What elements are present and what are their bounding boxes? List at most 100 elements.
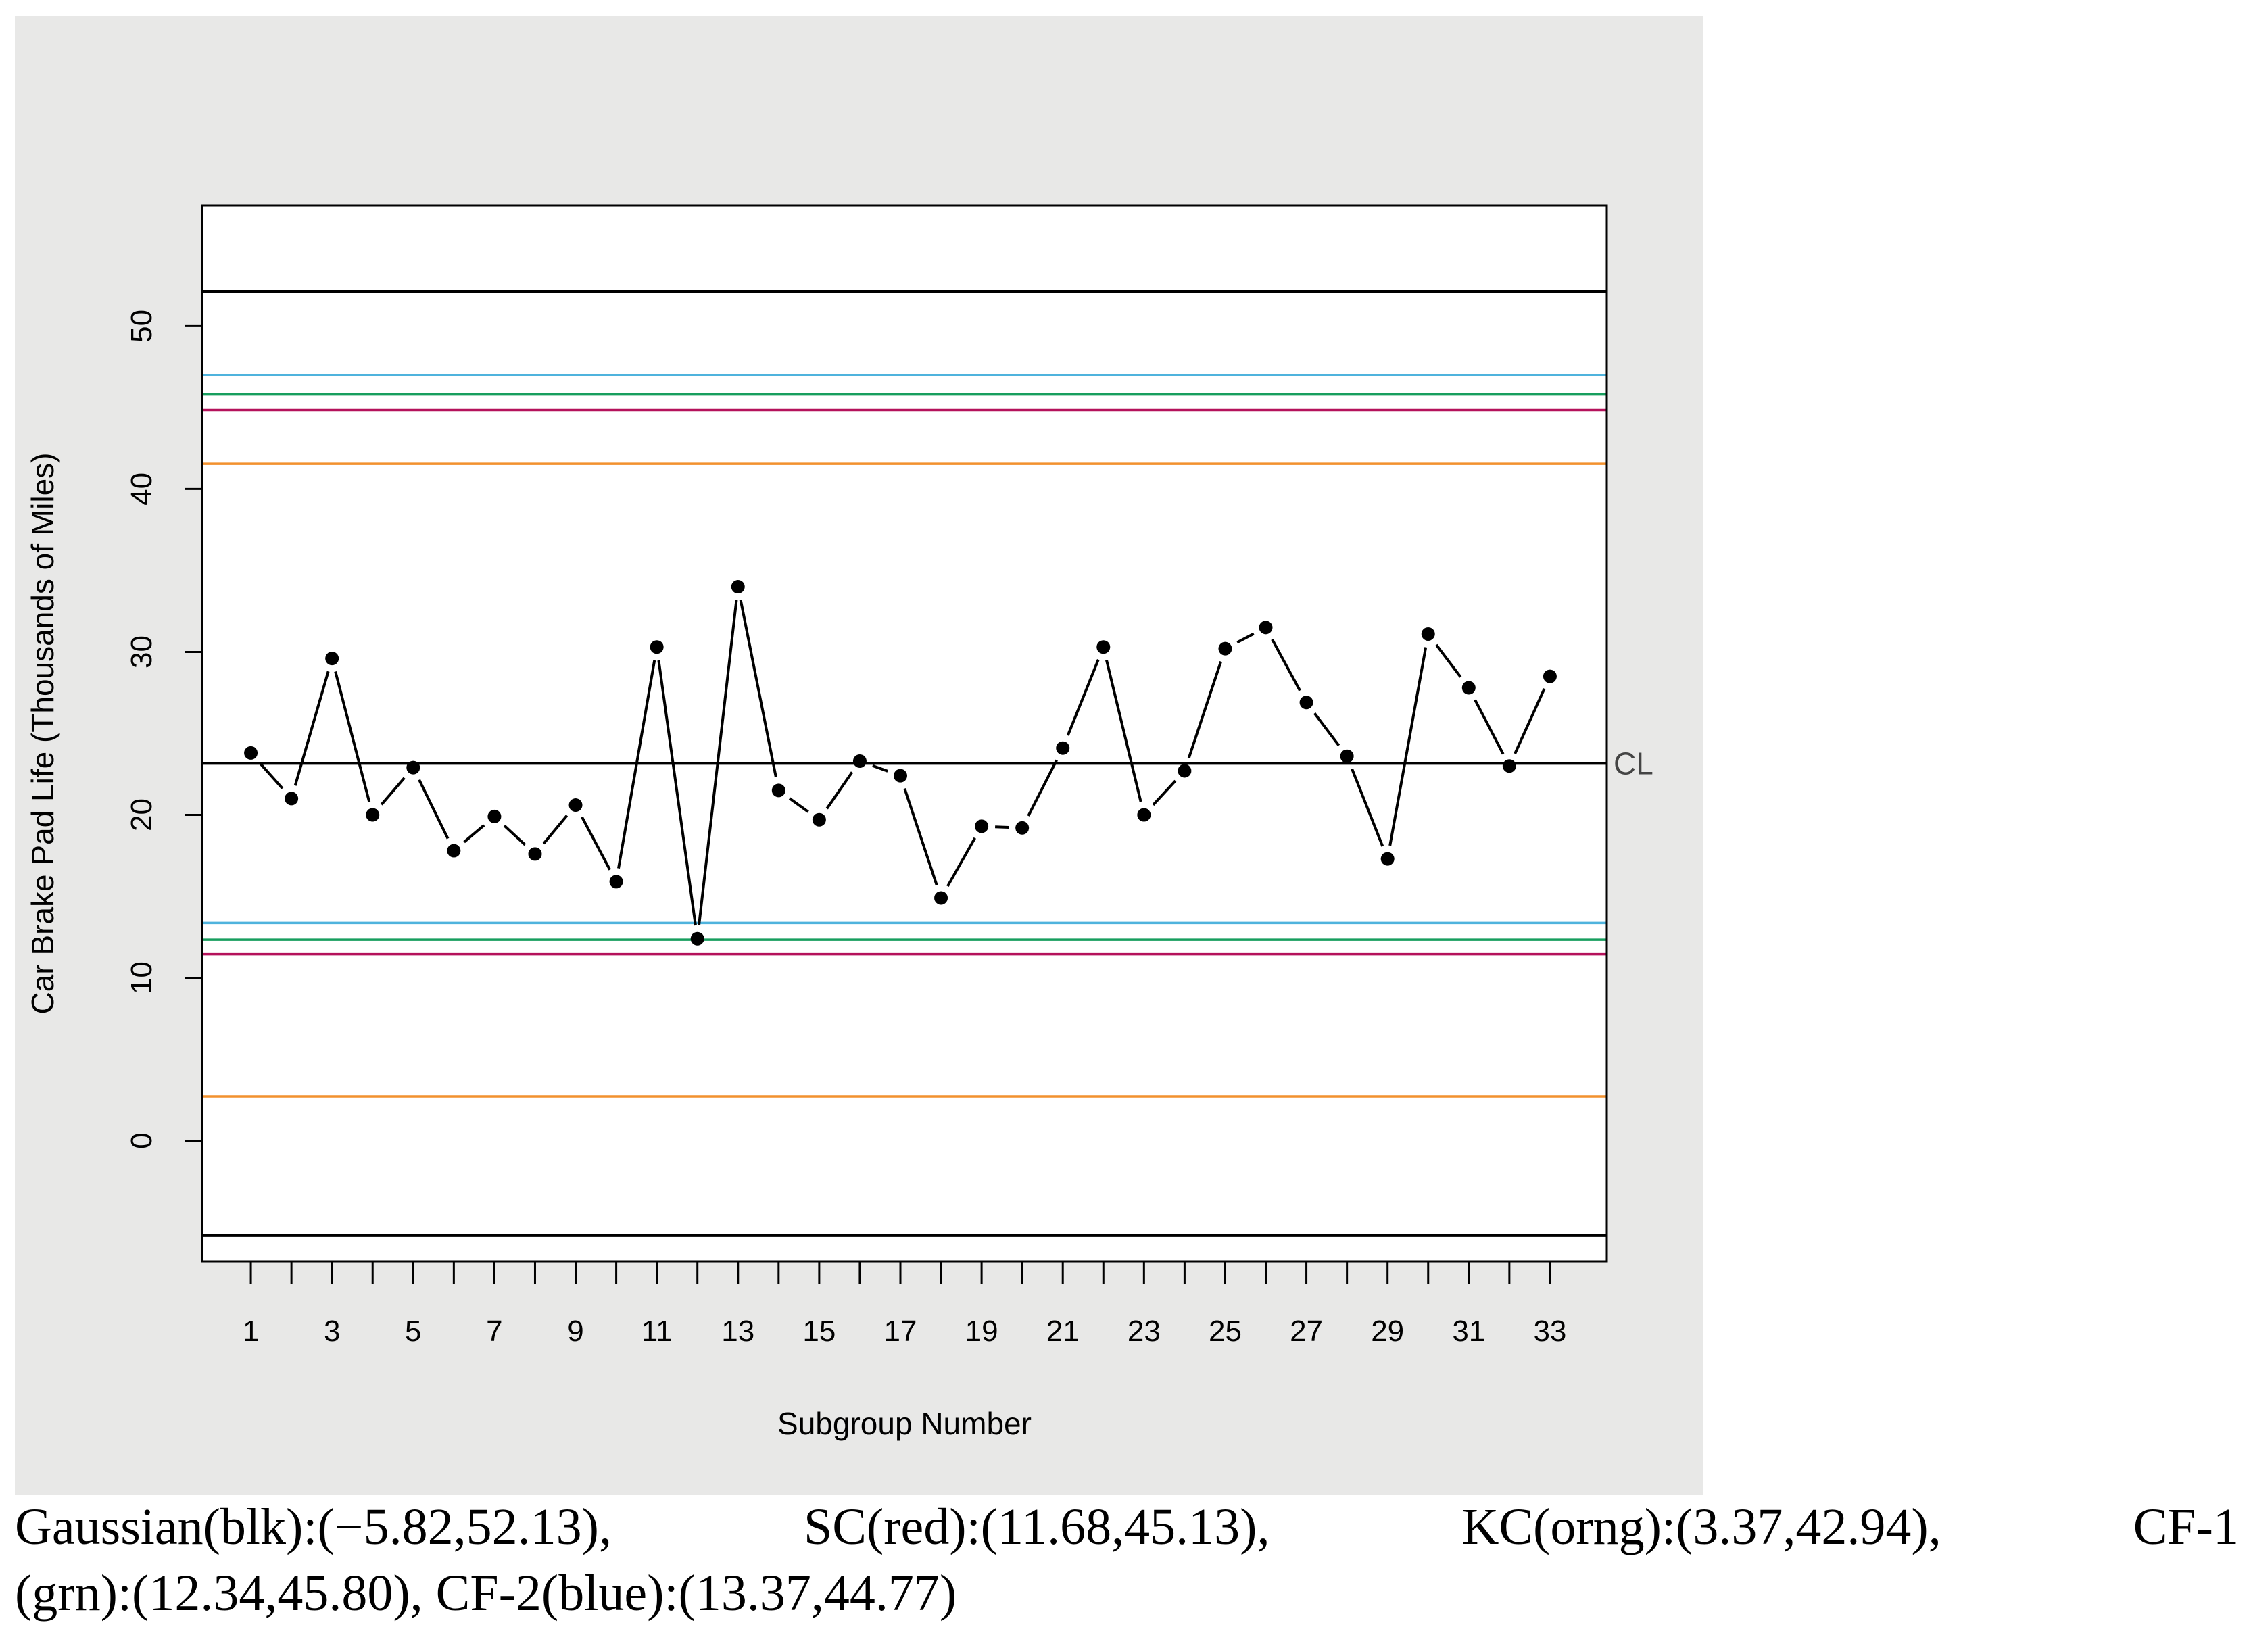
x-tick-label-31: 31: [1452, 1315, 1485, 1348]
control-limit-lines: [202, 290, 1607, 1237]
series-segment-12: [698, 600, 738, 926]
series-segment-32: [1514, 688, 1546, 754]
series-segment-28: [1351, 768, 1384, 847]
x-tick-label-3: 3: [324, 1315, 340, 1348]
data-series: [244, 580, 1557, 946]
caption-sc: SC(red):(11.68,45.13),: [803, 1499, 1270, 1555]
data-point-23: [1137, 808, 1151, 822]
x-tick-label-21: 21: [1046, 1315, 1080, 1348]
data-point-20: [1015, 821, 1030, 835]
data-point-4: [366, 808, 380, 822]
data-point-8: [528, 847, 542, 861]
center-line-label: CL: [1614, 746, 1653, 781]
data-point-25: [1218, 641, 1232, 656]
data-point-18: [934, 891, 948, 905]
series-segment-4: [380, 777, 406, 806]
data-point-5: [406, 760, 420, 775]
data-point-22: [1096, 640, 1111, 654]
series-segment-9: [581, 816, 611, 871]
data-point-11: [650, 640, 664, 654]
x-tick-label-9: 9: [567, 1315, 583, 1348]
x-tick-label-13: 13: [721, 1315, 754, 1348]
data-point-21: [1056, 741, 1070, 755]
data-point-32: [1502, 759, 1516, 773]
y-tick-label-10: 10: [125, 961, 158, 994]
center-line-group: CL: [202, 746, 1653, 781]
x-tick-label-5: 5: [405, 1315, 421, 1348]
caption-line-1: Gaussian(blk):(−5.82,52.13), SC(red):(11…: [15, 1494, 2239, 1560]
series-segment-11: [657, 660, 697, 926]
y-tick-label-40: 40: [125, 472, 158, 506]
plot-frame: [201, 204, 1608, 1263]
series-segment-29: [1388, 647, 1428, 846]
data-point-2: [285, 792, 299, 806]
data-point-17: [893, 769, 907, 783]
x-axis-title: Subgroup Number: [777, 1406, 1032, 1441]
series-segment-2: [293, 671, 330, 786]
y-axis: 0 10 20 30 40 50: [125, 310, 202, 1149]
series-segment-10: [617, 660, 656, 869]
y-tick-label-50: 50: [125, 310, 158, 343]
data-point-33: [1543, 669, 1557, 683]
data-point-12: [690, 931, 704, 946]
plot-area: [202, 205, 1607, 1261]
x-tick-label-19: 19: [965, 1315, 998, 1348]
data-point-19: [975, 819, 989, 833]
series-segment-14: [788, 797, 809, 813]
series-segment-25: [1236, 632, 1255, 644]
series-segment-21: [1066, 659, 1100, 736]
series-segment-17: [903, 788, 938, 886]
series-segment-8: [542, 815, 568, 845]
series-segment-22: [1105, 660, 1142, 802]
data-point-29: [1380, 852, 1395, 866]
data-point-24: [1178, 764, 1192, 778]
x-tick-label-33: 33: [1533, 1315, 1566, 1348]
series-segment-26: [1271, 638, 1301, 691]
y-axis-title: Car Brake Pad Life (Thousands of Miles): [25, 453, 60, 1015]
x-tick-label-27: 27: [1290, 1315, 1323, 1348]
data-point-26: [1259, 621, 1273, 635]
x-tick-label-25: 25: [1209, 1315, 1242, 1348]
series-segment-1: [258, 762, 284, 789]
data-point-30: [1421, 627, 1435, 641]
series-segment-24: [1187, 661, 1223, 759]
data-point-14: [771, 783, 785, 798]
y-tick-label-0: 0: [125, 1132, 158, 1148]
data-point-9: [568, 798, 583, 812]
series-segment-31: [1474, 699, 1505, 755]
series-segment-3: [334, 671, 371, 802]
x-tick-label-23: 23: [1128, 1315, 1161, 1348]
series-segment-23: [1152, 779, 1177, 806]
series-segment-7: [503, 825, 527, 846]
data-point-28: [1340, 749, 1354, 763]
series-segment-30: [1435, 643, 1462, 678]
y-tick-label-30: 30: [125, 635, 158, 669]
x-axis: 1 3 5 7 9 11 13 15 17 19 21 23 25 27 29 31 33: [243, 1261, 1566, 1348]
series-segment-6: [463, 824, 485, 844]
data-point-13: [731, 580, 745, 594]
data-point-7: [487, 809, 502, 823]
figure-caption: Gaussian(blk):(−5.82,52.13), SC(red):(11…: [15, 1494, 2239, 1626]
y-tick-label-20: 20: [125, 798, 158, 831]
series-segment-18: [946, 837, 976, 888]
x-tick-label-17: 17: [884, 1315, 917, 1348]
data-point-10: [609, 875, 623, 889]
data-point-31: [1461, 681, 1476, 695]
x-tick-label-11: 11: [642, 1315, 673, 1348]
series-segment-16: [872, 764, 888, 773]
data-point-6: [447, 844, 461, 858]
series-segment-5: [418, 779, 450, 840]
data-point-16: [852, 754, 867, 768]
x-tick-label-29: 29: [1371, 1315, 1404, 1348]
series-segment-20: [1027, 759, 1058, 817]
data-point-3: [325, 652, 339, 666]
x-tick-label-15: 15: [802, 1315, 836, 1348]
caption-cf1: CF-1: [2133, 1499, 2239, 1555]
data-point-27: [1299, 696, 1313, 710]
caption-kc: KC(orng):(3.37,42.94),: [1461, 1499, 1941, 1555]
x-tick-label-1: 1: [243, 1315, 259, 1348]
data-point-1: [244, 746, 258, 760]
series-segment-13: [739, 600, 777, 778]
series-segment-27: [1313, 712, 1340, 746]
series-segment-15: [825, 771, 854, 810]
